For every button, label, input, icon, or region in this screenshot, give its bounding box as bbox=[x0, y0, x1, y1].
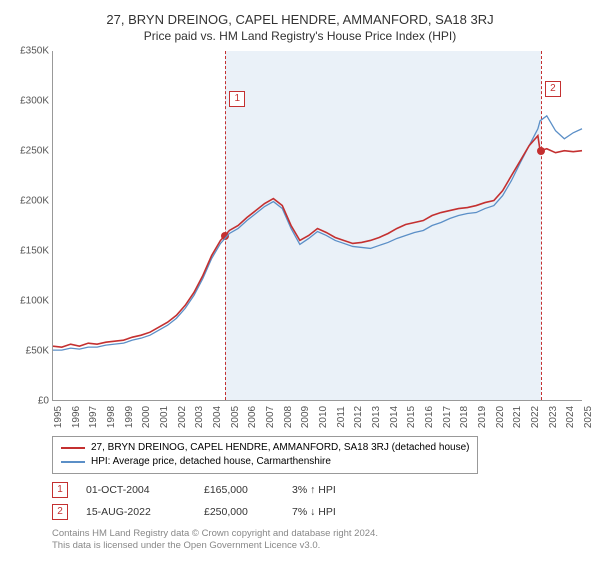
x-tick-label: 2010 bbox=[318, 406, 329, 428]
legend-row: HPI: Average price, detached house, Carm… bbox=[61, 455, 469, 469]
x-tick-label: 2020 bbox=[495, 406, 506, 428]
x-tick-label: 2022 bbox=[530, 406, 541, 428]
x-tick-label: 2018 bbox=[459, 406, 470, 428]
x-tick-label: 1996 bbox=[71, 406, 82, 428]
event-delta: 7% ↓ HPI bbox=[292, 506, 382, 518]
event-number: 2 bbox=[52, 504, 68, 520]
x-tick-label: 1998 bbox=[106, 406, 117, 428]
events-table: 1 01-OCT-2004 £165,000 3% ↑ HPI 2 15-AUG-2022… bbox=[52, 482, 590, 520]
series-hpi bbox=[53, 116, 582, 350]
x-tick-label: 1995 bbox=[53, 406, 64, 428]
x-tick-label: 2011 bbox=[336, 406, 347, 428]
chart-lines bbox=[53, 51, 582, 400]
legend-label: HPI: Average price, detached house, Carm… bbox=[91, 455, 331, 469]
event-date: 15-AUG-2022 bbox=[86, 506, 186, 518]
x-tick-label: 2021 bbox=[512, 406, 523, 428]
x-tick-label: 2016 bbox=[424, 406, 435, 428]
x-tick-label: 2019 bbox=[477, 406, 488, 428]
x-tick-label: 2013 bbox=[371, 406, 382, 428]
y-tick-label: £50K bbox=[11, 346, 49, 357]
x-tick-label: 2000 bbox=[141, 406, 152, 428]
legend-swatch bbox=[61, 447, 85, 449]
x-tick-label: 2008 bbox=[283, 406, 294, 428]
y-tick-label: £200K bbox=[11, 196, 49, 207]
footnote-line: This data is licensed under the Open Gov… bbox=[52, 540, 590, 552]
y-tick-label: £100K bbox=[11, 296, 49, 307]
x-tick-label: 2014 bbox=[389, 406, 400, 428]
legend: 27, BRYN DREINOG, CAPEL HENDRE, AMMANFOR… bbox=[52, 436, 478, 474]
event-row: 1 01-OCT-2004 £165,000 3% ↑ HPI bbox=[52, 482, 590, 498]
series-price_paid bbox=[53, 136, 582, 347]
x-tick-label: 2015 bbox=[406, 406, 417, 428]
x-tick-label: 2004 bbox=[212, 406, 223, 428]
x-tick-label: 2009 bbox=[300, 406, 311, 428]
event-row: 2 15-AUG-2022 £250,000 7% ↓ HPI bbox=[52, 504, 590, 520]
legend-row: 27, BRYN DREINOG, CAPEL HENDRE, AMMANFOR… bbox=[61, 441, 469, 455]
x-tick-label: 2001 bbox=[159, 406, 170, 428]
x-tick-label: 1997 bbox=[88, 406, 99, 428]
x-tick-label: 2025 bbox=[583, 406, 594, 428]
chart-subtitle: Price paid vs. HM Land Registry's House … bbox=[10, 29, 590, 43]
legend-swatch bbox=[61, 461, 85, 463]
x-tick-label: 2002 bbox=[177, 406, 188, 428]
x-tick-label: 2006 bbox=[247, 406, 258, 428]
event-price: £165,000 bbox=[204, 484, 274, 496]
y-tick-label: £150K bbox=[11, 246, 49, 257]
legend-label: 27, BRYN DREINOG, CAPEL HENDRE, AMMANFOR… bbox=[91, 441, 469, 455]
footnote: Contains HM Land Registry data © Crown c… bbox=[52, 528, 590, 553]
plot-area: £0£50K£100K£150K£200K£250K£300K£350K1995… bbox=[52, 51, 582, 401]
y-tick-label: £350K bbox=[11, 46, 49, 57]
x-tick-label: 2005 bbox=[230, 406, 241, 428]
x-tick-label: 2003 bbox=[194, 406, 205, 428]
footnote-line: Contains HM Land Registry data © Crown c… bbox=[52, 528, 590, 540]
x-tick-label: 2007 bbox=[265, 406, 276, 428]
event-date: 01-OCT-2004 bbox=[86, 484, 186, 496]
x-tick-label: 1999 bbox=[124, 406, 135, 428]
event-number: 1 bbox=[52, 482, 68, 498]
x-tick-label: 2017 bbox=[442, 406, 453, 428]
y-tick-label: £250K bbox=[11, 146, 49, 157]
chart-area: £0£50K£100K£150K£200K£250K£300K£350K1995… bbox=[52, 51, 582, 401]
x-tick-label: 2024 bbox=[565, 406, 576, 428]
x-tick-label: 2012 bbox=[353, 406, 364, 428]
event-price: £250,000 bbox=[204, 506, 274, 518]
chart-title: 27, BRYN DREINOG, CAPEL HENDRE, AMMANFOR… bbox=[10, 12, 590, 27]
y-tick-label: £0 bbox=[11, 396, 49, 407]
x-tick-label: 2023 bbox=[548, 406, 559, 428]
y-tick-label: £300K bbox=[11, 96, 49, 107]
event-delta: 3% ↑ HPI bbox=[292, 484, 382, 496]
